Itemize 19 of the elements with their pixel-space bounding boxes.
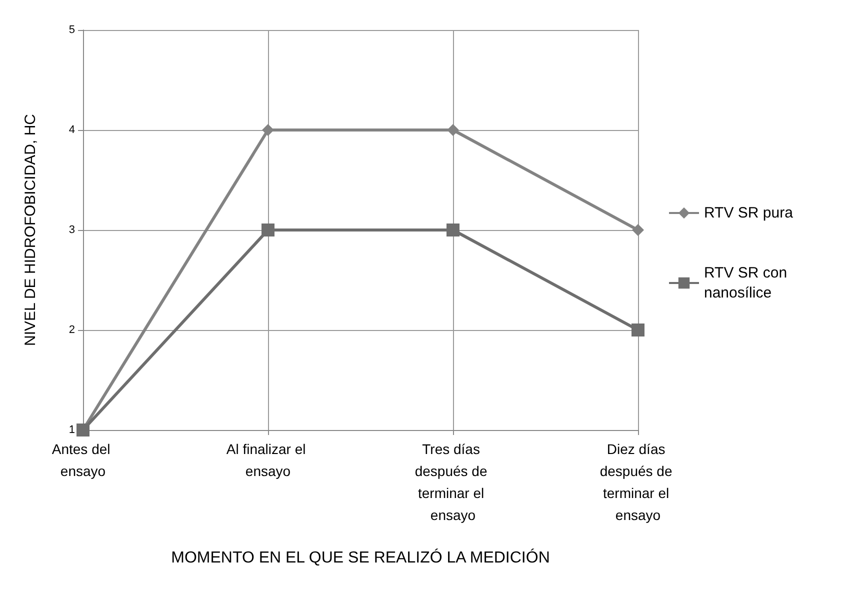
point — [262, 124, 274, 136]
x-tick-label: Tres días después de terminar el ensayo — [414, 441, 492, 523]
x-tick-label: Antes del ensayo — [52, 441, 114, 479]
point — [632, 324, 644, 336]
point — [447, 124, 459, 136]
y-tick-label: 4 — [68, 124, 75, 136]
y-tick-label: 2 — [68, 324, 75, 336]
point — [446, 224, 460, 236]
legend-label: RTV SR con nanosílice — [704, 264, 792, 302]
point — [632, 224, 644, 236]
x-axis-title: MOMENTO EN EL QUE SE REALIZÓ LA MEDICIÓN — [171, 548, 550, 566]
y-tick-label: 1 — [68, 424, 75, 436]
x-tick-label: Diez días después de terminar el ensayo — [600, 441, 676, 523]
y-tick-label: 3 — [68, 224, 75, 236]
x-tick-label: Al finalizar el ensayo — [226, 441, 310, 479]
y-tick-label: 5 — [68, 24, 75, 36]
y-axis-title: NIVEL DE HIDROFOBICIDAD, HC — [22, 114, 39, 346]
point — [262, 224, 274, 236]
legend-label: RTV SR pura — [704, 204, 794, 222]
